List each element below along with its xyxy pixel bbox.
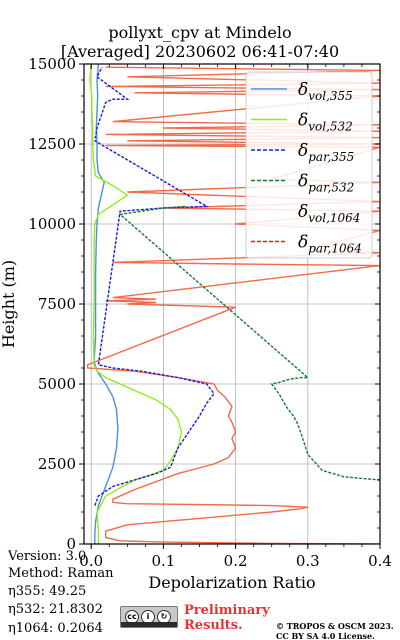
y-tick-label-0: 0 [66, 535, 76, 553]
series-line-1 [89, 64, 183, 544]
series-group [86, 64, 380, 544]
x-tick-label-3: 0.3 [296, 552, 320, 570]
chart-title-line2: [Averaged] 20230602 06:41-07:40 [60, 42, 340, 61]
x-tick-label-4: 0.4 [368, 552, 392, 570]
series-line-3 [118, 205, 380, 481]
series-line-0 [93, 64, 119, 544]
copyright-line2: CC BY SA 4.0 License. [276, 631, 375, 640]
y-tick-label-4: 10000 [28, 215, 76, 233]
y-tick-label-2: 5000 [38, 375, 76, 393]
y-tick-label-1: 2500 [38, 455, 76, 473]
x-tick-label-1: 0.1 [151, 552, 175, 570]
x-axis-label: Depolarization Ratio [148, 573, 315, 592]
legend-label-5: δpar,1064 [298, 233, 362, 256]
method-label: Method: Raman [8, 566, 114, 581]
y-tick-label-5: 12500 [28, 135, 76, 153]
cc-by-sa-icon: cc i ↻ [120, 606, 178, 628]
y-tick-label-6: 15000 [28, 55, 76, 73]
y-axis-label: Height (m) [0, 260, 18, 348]
version-label: Version: 3.0 [8, 549, 87, 564]
chart-title-line1: pollyxt_cpv at Mindelo [108, 23, 292, 42]
eta532-label: η532: 21.8302 [8, 602, 103, 617]
x-tick-label-0: 0.0 [79, 552, 103, 570]
series-line-2 [94, 66, 215, 506]
legend-label-1: δvol,532 [298, 111, 353, 134]
legend-label-3: δpar,532 [298, 172, 354, 195]
eta1064-label: η1064: 0.2064 [8, 621, 103, 636]
eta355-label: η355: 49.25 [8, 584, 87, 599]
copyright-line1: © TROPOS & OSCM 2023. [276, 621, 394, 631]
preliminary-label: Preliminary [184, 603, 270, 618]
results-label: Results. [184, 618, 243, 633]
y-tick-label-3: 7500 [38, 295, 76, 313]
plot-frame [83, 63, 381, 545]
profile-1064-line [86, 66, 380, 544]
legend-label-4: δvol,1064 [298, 202, 360, 225]
x-tick-label-2: 0.2 [224, 552, 248, 570]
legend-label-2: δpar,355 [298, 141, 354, 164]
legend-label-0: δvol,355 [298, 80, 353, 103]
